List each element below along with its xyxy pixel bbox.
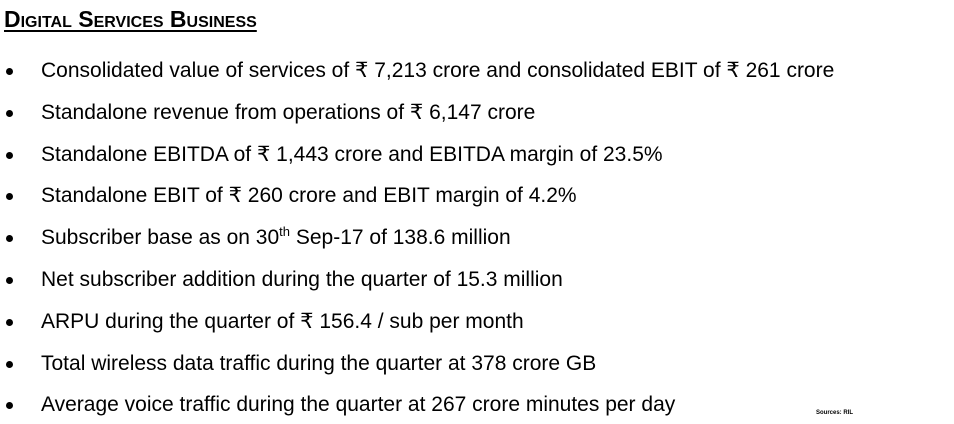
bullet-dot: [6, 68, 13, 75]
bullet-dot: [6, 277, 13, 284]
text: Standalone EBITDA of ₹ 1,443 crore and E…: [41, 142, 663, 166]
bullet-text: Total wireless data traffic during the q…: [41, 349, 596, 379]
section-title: Digital Services Business: [4, 6, 257, 32]
text: Average voice traffic during the quarter…: [41, 393, 676, 417]
bullet-text: Consolidated value of services of ₹ 7,21…: [41, 56, 834, 86]
bullet-text: Subscriber base as on 30th Sep-17 of 138…: [41, 223, 511, 253]
source-note: Sources: RIL: [816, 410, 854, 416]
bullet-text: Standalone EBITDA of ₹ 1,443 crore and E…: [41, 140, 663, 170]
text: Subscriber base as on 30: [41, 226, 280, 250]
bullet-dot: [6, 109, 13, 117]
bullet-text: Net subscriber addition during the quart…: [41, 265, 563, 295]
text: Total wireless data traffic during the q…: [41, 351, 597, 375]
bullet-text: ARPU during the quarter of ₹ 156.4 / sub…: [41, 307, 524, 337]
bullet-dot: [6, 193, 13, 201]
text: Net subscriber addition during the quart…: [41, 268, 563, 291]
text: Sep-17 of 138.6 million: [290, 226, 511, 250]
bullet-dot: [6, 360, 13, 368]
bullet-text: Standalone revenue from operations of ₹ …: [41, 98, 535, 128]
text: Standalone EBIT of ₹ 260 crore and EBIT …: [41, 184, 577, 208]
superscript: th: [279, 224, 290, 240]
bullet-dot: [6, 151, 13, 159]
bullet-dot: [6, 235, 13, 243]
bullet-text: Average voice traffic during the quarter…: [41, 390, 675, 420]
bullet-text: Standalone EBIT of ₹ 260 crore and EBIT …: [41, 181, 577, 211]
text: Consolidated value of services of ₹ 7,21…: [41, 59, 835, 82]
text: ARPU during the quarter of ₹ 156.4 / sub…: [41, 309, 524, 333]
bullet-dot: [6, 318, 13, 326]
text: Standalone revenue from operations of ₹ …: [41, 100, 536, 124]
bullet-dot: [6, 402, 13, 410]
